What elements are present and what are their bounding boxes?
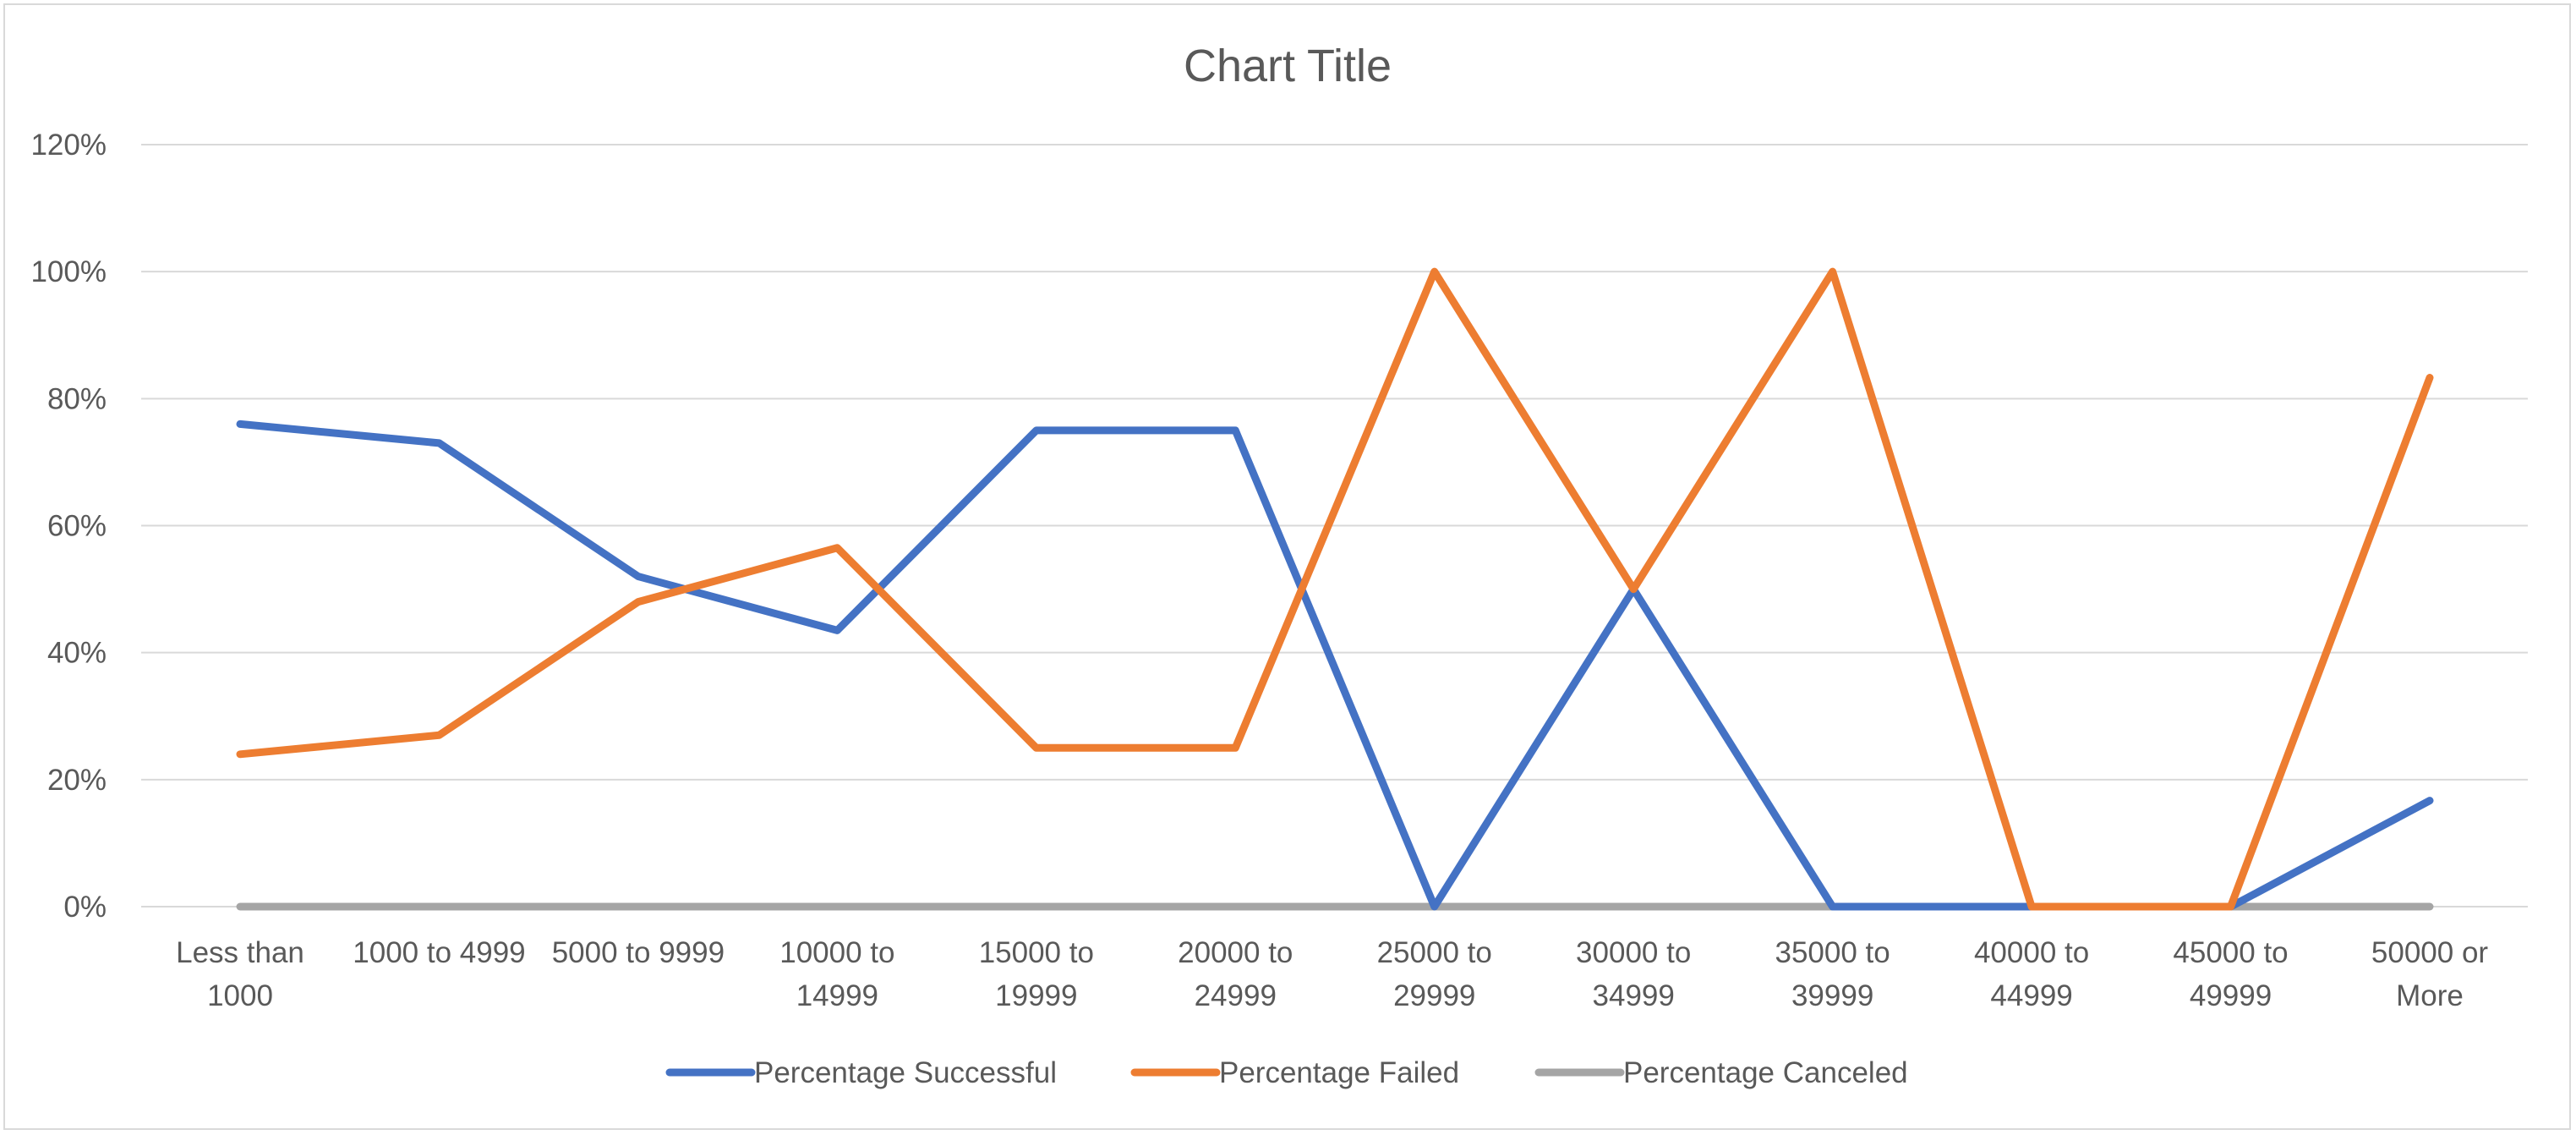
series-line-percentage-successful xyxy=(236,419,2434,911)
x-tick-label: 15000 to 19999 xyxy=(979,936,1094,1012)
legend-label: Percentage Failed xyxy=(1219,1056,1459,1089)
series-line-percentage-failed xyxy=(236,267,2434,911)
x-tick-label: Less than 1000 xyxy=(176,936,304,1012)
series-lines xyxy=(236,267,2434,911)
y-tick-label: 120% xyxy=(30,129,107,162)
y-tick-label: 60% xyxy=(47,510,107,543)
y-tick-label: 20% xyxy=(47,764,107,797)
x-tick-label: 20000 to 24999 xyxy=(1178,936,1293,1012)
x-axis-ticks: Less than 1000 1000 to 4999 5000 to 9999 100… xyxy=(176,936,2488,1012)
gridlines xyxy=(141,144,2528,907)
legend: Percentage Successful Percentage Failed Pe… xyxy=(665,1056,1908,1089)
x-tick-label: 1000 to 4999 xyxy=(353,936,525,969)
y-axis-ticks: 0% 20% 40% 60% 80% 100% 120% xyxy=(30,129,107,924)
y-tick-label: 0% xyxy=(63,891,107,924)
x-tick-label: 10000 to 14999 xyxy=(779,936,894,1012)
chart-frame xyxy=(3,3,2571,1130)
chart-title: Chart Title xyxy=(1184,41,1392,91)
legend-label: Percentage Successful xyxy=(754,1056,1057,1089)
x-tick-label: 25000 to 29999 xyxy=(1377,936,1492,1012)
y-tick-label: 80% xyxy=(47,382,107,415)
x-tick-label: 30000 to 34999 xyxy=(1576,936,1691,1012)
x-tick-label: 40000 to 44999 xyxy=(1974,936,2089,1012)
x-tick-label: 45000 to 49999 xyxy=(2173,936,2288,1012)
x-tick-label: 35000 to 39999 xyxy=(1775,936,1890,1012)
y-tick-label: 100% xyxy=(30,255,107,288)
x-tick-label: 50000 or More xyxy=(2371,936,2489,1012)
legend-label: Percentage Canceled xyxy=(1623,1056,1908,1089)
x-tick-label: 5000 to 9999 xyxy=(552,936,725,969)
y-tick-label: 40% xyxy=(47,637,107,670)
